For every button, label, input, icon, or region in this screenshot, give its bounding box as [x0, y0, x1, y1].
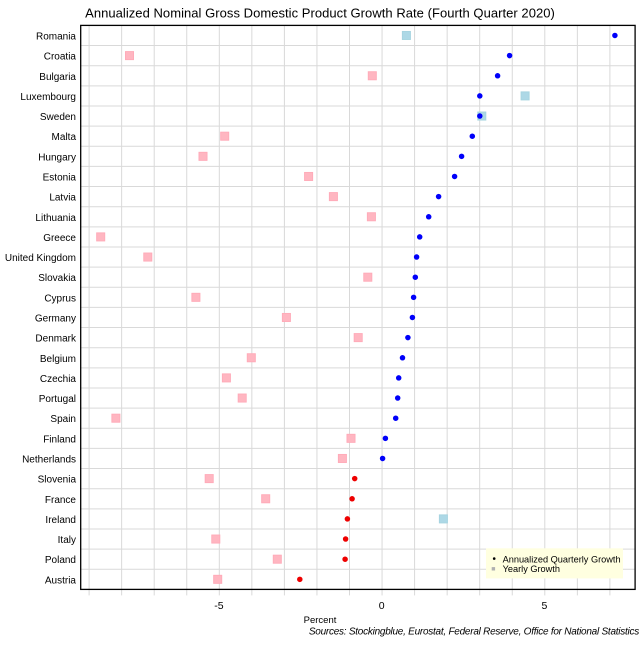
svg-text:Sources: Stockingblue, Eurosta: Sources: Stockingblue, Eurostat, Federal… — [309, 627, 639, 638]
svg-text:Slovenia: Slovenia — [38, 475, 77, 486]
svg-text:-5: -5 — [214, 600, 223, 612]
svg-text:Czechia: Czechia — [40, 374, 77, 385]
svg-text:Romania: Romania — [36, 31, 76, 42]
svg-text:Netherlands: Netherlands — [22, 454, 76, 465]
svg-text:Hungary: Hungary — [38, 152, 76, 163]
svg-text:Finland: Finland — [43, 434, 76, 445]
svg-text:Portugal: Portugal — [39, 394, 76, 405]
svg-text:Lithuania: Lithuania — [35, 213, 76, 224]
svg-text:Annualized Quarterly Growth: Annualized Quarterly Growth — [503, 554, 621, 564]
svg-text:Italy: Italy — [58, 535, 76, 546]
svg-text:Belgium: Belgium — [40, 354, 76, 365]
svg-text:Germany: Germany — [35, 313, 76, 324]
svg-text:Austria: Austria — [45, 575, 77, 586]
svg-text:Greece: Greece — [43, 233, 76, 244]
svg-text:Spain: Spain — [50, 414, 76, 425]
svg-text:Poland: Poland — [45, 555, 76, 566]
svg-text:France: France — [45, 495, 77, 506]
svg-text:Ireland: Ireland — [45, 515, 76, 526]
svg-text:Yearly Growth: Yearly Growth — [503, 564, 560, 574]
svg-text:Sweden: Sweden — [40, 112, 76, 123]
svg-text:Percent: Percent — [304, 615, 337, 626]
svg-text:Slovakia: Slovakia — [38, 273, 76, 284]
svg-text:Estonia: Estonia — [43, 172, 77, 183]
svg-text:Luxembourg: Luxembourg — [20, 92, 76, 103]
svg-text:United Kingdom: United Kingdom — [5, 253, 76, 264]
svg-text:Malta: Malta — [52, 132, 77, 143]
svg-text:Croatia: Croatia — [44, 52, 77, 63]
svg-text:Annualized Nominal Gross Domes: Annualized Nominal Gross Domestic Produc… — [85, 5, 555, 20]
svg-text:Cyprus: Cyprus — [44, 293, 76, 304]
svg-text:Denmark: Denmark — [35, 334, 77, 345]
svg-text:0: 0 — [379, 600, 385, 612]
svg-text:Latvia: Latvia — [49, 193, 76, 204]
svg-text:5: 5 — [541, 600, 547, 612]
svg-text:Bulgaria: Bulgaria — [39, 72, 76, 83]
